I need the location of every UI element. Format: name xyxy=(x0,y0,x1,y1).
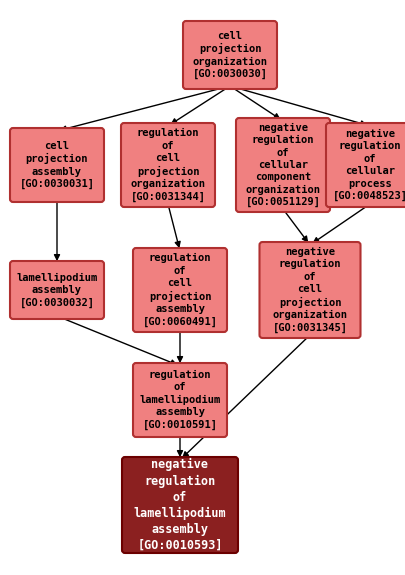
FancyBboxPatch shape xyxy=(133,248,227,332)
Text: negative
regulation
of
cell
projection
organization
[GO:0031345]: negative regulation of cell projection o… xyxy=(273,247,347,333)
FancyBboxPatch shape xyxy=(10,261,104,319)
FancyBboxPatch shape xyxy=(10,128,104,202)
Text: cell
projection
assembly
[GO:0030031]: cell projection assembly [GO:0030031] xyxy=(19,141,94,189)
Text: negative
regulation
of
cellular
process
[GO:0048523]: negative regulation of cellular process … xyxy=(333,129,405,201)
Text: negative
regulation
of
cellular
component
organization
[GO:0051129]: negative regulation of cellular componen… xyxy=(245,122,320,208)
Text: regulation
of
cell
projection
organization
[GO:0031344]: regulation of cell projection organizati… xyxy=(130,128,205,202)
FancyBboxPatch shape xyxy=(236,118,330,212)
Text: lamellipodium
assembly
[GO:0030032]: lamellipodium assembly [GO:0030032] xyxy=(16,273,98,308)
FancyBboxPatch shape xyxy=(133,363,227,437)
Text: negative
regulation
of
lamellipodium
assembly
[GO:0010593]: negative regulation of lamellipodium ass… xyxy=(134,458,226,551)
FancyBboxPatch shape xyxy=(121,123,215,207)
FancyBboxPatch shape xyxy=(326,123,405,207)
FancyBboxPatch shape xyxy=(183,21,277,89)
FancyBboxPatch shape xyxy=(122,457,238,553)
FancyBboxPatch shape xyxy=(260,242,360,338)
Text: cell
projection
organization
[GO:0030030]: cell projection organization [GO:0030030… xyxy=(192,30,267,79)
Text: regulation
of
cell
projection
assembly
[GO:0060491]: regulation of cell projection assembly [… xyxy=(143,253,217,327)
Text: regulation
of
lamellipodium
assembly
[GO:0010591]: regulation of lamellipodium assembly [GO… xyxy=(139,370,221,430)
